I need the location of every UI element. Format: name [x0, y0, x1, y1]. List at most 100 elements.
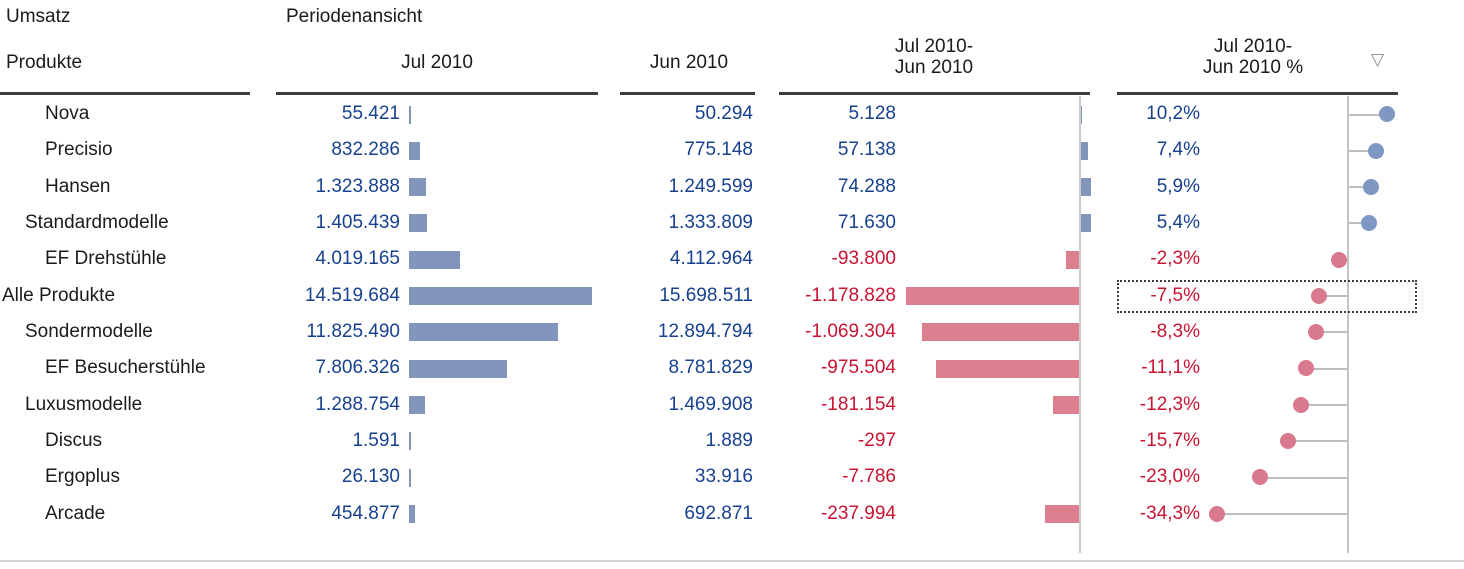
pct-connector-line	[1288, 440, 1348, 443]
jul-bar	[409, 323, 558, 342]
sort-indicator-icon[interactable]: ▽	[1371, 50, 1385, 69]
pct-value[interactable]: -23,0%	[1139, 466, 1200, 488]
jun-value[interactable]: 1.889	[705, 429, 753, 451]
jul-bar	[409, 141, 420, 160]
diff-value[interactable]: -1.178.828	[805, 284, 896, 306]
product-name[interactable]: Arcade	[45, 502, 106, 524]
pct-connector-line	[1348, 113, 1387, 116]
jul-bar	[409, 287, 592, 306]
pct-value[interactable]: 7,4%	[1156, 139, 1200, 161]
header-rule-diff	[779, 92, 1090, 95]
pct-connector-line	[1348, 149, 1377, 152]
diff-value[interactable]: -975.504	[820, 357, 896, 379]
diff-value[interactable]: -93.800	[831, 248, 896, 270]
jun-value[interactable]: 1.249.599	[668, 175, 753, 197]
table-row: Alle Produkte 14.519.684 15.698.511 -1.178.…	[0, 278, 1464, 314]
column-header-diff-line1: Jul 2010-	[894, 36, 974, 57]
pct-value[interactable]: -7,5%	[1150, 284, 1200, 306]
column-header-products[interactable]: Produkte	[6, 52, 83, 73]
pct-value[interactable]: 5,9%	[1156, 175, 1200, 197]
jun-value[interactable]: 50.294	[694, 103, 753, 124]
jun-value[interactable]: 33.916	[694, 466, 753, 488]
jul-bar	[409, 105, 411, 124]
jul-bar	[409, 359, 508, 378]
jun-value[interactable]: 12.894.794	[657, 320, 753, 342]
column-header-diff-pct[interactable]: Jul 2010- Jun 2010 %	[1153, 36, 1353, 78]
diff-value[interactable]: 5.128	[848, 103, 896, 124]
diff-value[interactable]: -7.786	[842, 466, 896, 488]
jul-value[interactable]: 1.323.888	[315, 175, 400, 197]
column-header-jun[interactable]: Jun 2010	[649, 52, 729, 73]
jul-value[interactable]: 14.519.684	[304, 284, 400, 306]
diff-bar	[1080, 178, 1091, 197]
product-name[interactable]: Luxusmodelle	[25, 393, 143, 415]
product-name[interactable]: Hansen	[45, 175, 111, 197]
column-header-jul[interactable]: Jul 2010	[401, 52, 473, 73]
pct-connector-line	[1348, 222, 1369, 225]
pct-value[interactable]: 5,4%	[1156, 211, 1200, 233]
jul-value[interactable]: 26.130	[341, 466, 400, 488]
pct-value[interactable]: -11,1%	[1141, 357, 1200, 379]
diff-value[interactable]: 57.138	[837, 139, 896, 161]
diff-bar	[906, 287, 1080, 306]
jul-value[interactable]: 1.591	[352, 429, 400, 451]
jul-bar	[409, 178, 426, 197]
column-header-diff-pct-line1: Jul 2010-	[1213, 36, 1293, 57]
product-name[interactable]: Sondermodelle	[25, 320, 153, 342]
pct-value[interactable]: 10,2%	[1146, 103, 1200, 124]
column-header-diff[interactable]: Jul 2010- Jun 2010	[834, 36, 1034, 78]
pct-dot	[1331, 251, 1348, 268]
jun-value[interactable]: 775.148	[684, 139, 753, 161]
jul-value[interactable]: 55.421	[341, 103, 400, 124]
table-row: EF Besucherstühle 7.806.326 8.781.829 -975.…	[0, 350, 1464, 386]
jun-value[interactable]: 8.781.829	[668, 357, 753, 379]
diff-value[interactable]: -237.994	[820, 502, 896, 524]
selection-outline	[1117, 279, 1417, 313]
jul-bar	[409, 396, 426, 415]
diff-value[interactable]: -181.154	[820, 393, 896, 415]
jun-value[interactable]: 1.469.908	[668, 393, 753, 415]
product-name[interactable]: Alle Produkte	[2, 284, 116, 306]
product-name[interactable]: EF Drehstühle	[45, 248, 167, 270]
table-row: EF Drehstühle 4.019.165 4.112.964 -93.800 -2…	[0, 241, 1464, 277]
product-name[interactable]: Discus	[45, 429, 103, 451]
jul-value[interactable]: 11.825.490	[306, 320, 400, 342]
diff-value[interactable]: -297	[857, 429, 896, 451]
table-row: Hansen 1.323.888 1.249.599 74.288 5,9%	[0, 169, 1464, 205]
diff-value[interactable]: 74.288	[837, 175, 896, 197]
pct-value[interactable]: -12,3%	[1139, 393, 1200, 415]
table-row: Nova 55.421 50.294 5.128 10,2%	[0, 96, 1464, 132]
jul-value[interactable]: 4.019.165	[315, 248, 400, 270]
table-row: Discus 1.591 1.889 -297 -15,7%	[0, 423, 1464, 459]
jun-value[interactable]: 1.333.809	[668, 211, 753, 233]
pct-dot	[1252, 469, 1269, 486]
diff-value[interactable]: -1.069.304	[805, 320, 896, 342]
pct-value[interactable]: -2,3%	[1150, 248, 1200, 270]
product-name[interactable]: EF Besucherstühle	[45, 357, 206, 379]
pct-connector-line	[1319, 295, 1348, 298]
header-rule-products	[0, 92, 250, 95]
view-label: Periodenansicht	[286, 6, 423, 27]
pct-value[interactable]: -8,3%	[1150, 320, 1200, 342]
jun-value[interactable]: 692.871	[684, 502, 753, 524]
jul-value[interactable]: 1.405.439	[315, 211, 400, 233]
jul-bar	[409, 250, 460, 269]
product-name[interactable]: Standardmodelle	[25, 211, 169, 233]
jun-value[interactable]: 15.698.511	[659, 284, 753, 306]
jul-value[interactable]: 454.877	[331, 502, 400, 524]
pct-dot	[1378, 106, 1395, 123]
jun-value[interactable]: 4.112.964	[669, 248, 753, 270]
pct-dot	[1311, 287, 1328, 304]
diff-bar	[1066, 250, 1080, 269]
product-name[interactable]: Precisio	[45, 139, 113, 161]
diff-value[interactable]: 71.630	[837, 211, 896, 233]
jul-value[interactable]: 832.286	[331, 139, 400, 161]
pct-dot	[1208, 505, 1225, 522]
product-name[interactable]: Ergoplus	[45, 466, 120, 488]
report-title: Umsatz	[6, 6, 71, 27]
pct-value[interactable]: -34,3%	[1139, 502, 1200, 524]
product-name[interactable]: Nova	[45, 103, 90, 124]
jul-value[interactable]: 1.288.754	[315, 393, 400, 415]
pct-value[interactable]: -15,7%	[1139, 429, 1200, 451]
jul-value[interactable]: 7.806.326	[315, 357, 400, 379]
